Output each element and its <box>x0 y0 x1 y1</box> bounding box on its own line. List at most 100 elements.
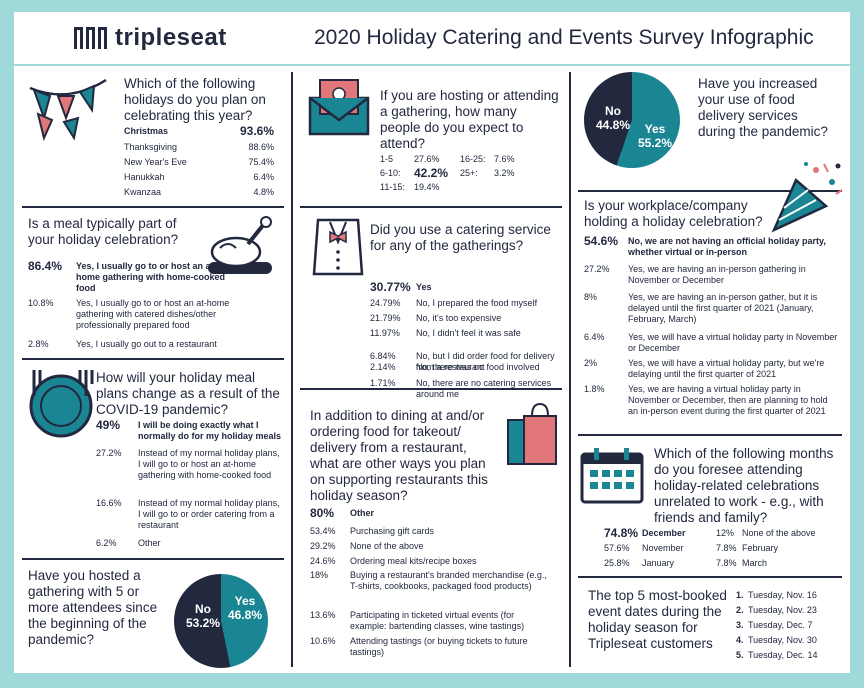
answer-percent: 16-25: <box>460 154 486 164</box>
answer-label: Yes, we will have a virtual holiday part… <box>628 332 838 353</box>
answer-percent: 29.2% <box>310 541 336 551</box>
q8-pie-chart <box>584 72 680 168</box>
section-divider <box>578 434 842 436</box>
invitation-envelope-icon <box>308 79 370 136</box>
brand-name: tripleseat <box>115 24 227 51</box>
q6-answer-row: 1.71% No, there are no catering services … <box>370 378 556 400</box>
answer-label: New Year's Eve <box>124 157 187 167</box>
answer-percent: 88.6% <box>248 142 274 152</box>
section-divider <box>22 206 284 208</box>
answer-label: January <box>642 558 675 568</box>
answer-label: 7.6% <box>494 154 515 164</box>
answer-percent: 80% <box>310 506 335 520</box>
answer-percent: 86.4% <box>28 259 63 273</box>
q1-question: Which of the following holidays do you p… <box>124 76 266 123</box>
bunting-icon <box>29 78 107 142</box>
answer-label: Participating in ticketed virtual events… <box>350 610 525 631</box>
answer-percent: 4. <box>736 635 744 645</box>
section-divider <box>300 388 562 390</box>
q4-question: Have you hosted a gathering with 5 or mo… <box>28 568 158 647</box>
q1-answer-row: Hanukkah 6.4% <box>124 172 274 183</box>
q9-answer-row: 8% Yes, we are having an in-person gather… <box>584 292 838 325</box>
q3-answer-row: 6.2% Other <box>96 538 283 549</box>
q6-answer-row: 6.84% No, but I did order food for delive… <box>370 351 556 373</box>
answer-label: Other <box>350 508 375 518</box>
answer-percent: 5. <box>736 650 744 660</box>
roast-turkey-icon <box>208 216 272 274</box>
q5-answer-row: 1-5 27.6% <box>380 154 474 165</box>
answer-label: Yes, we are having an in-person gatherin… <box>628 264 806 285</box>
q1-answer-row: New Year's Eve 75.4% <box>124 157 274 168</box>
q1-answer-row: Thanksgiving 88.6% <box>124 142 274 153</box>
answer-label: Tuesday, Dec. 7 <box>748 620 813 630</box>
answer-label: I will be doing exactly what I normally … <box>138 420 282 441</box>
q6-answer-row: 21.79% No, it's too expensive <box>370 313 556 324</box>
answer-label: Thanksgiving <box>124 142 178 152</box>
answer-label: None of the above <box>350 541 424 551</box>
answer-label: No, I prepared the food myself <box>416 298 538 308</box>
answer-percent: 6.4% <box>253 172 274 182</box>
q7-question: In addition to dining at and/or ordering… <box>310 408 488 503</box>
answer-percent: 24.79% <box>370 298 401 308</box>
answer-label: Yes, I usually go out to a restaurant <box>76 339 217 349</box>
answer-percent: 25.8% <box>604 558 630 568</box>
answer-label: Yes, we are having an in-person gather, … <box>628 292 818 324</box>
answer-percent: 6.2% <box>96 538 117 548</box>
answer-percent: 21.79% <box>370 313 401 323</box>
answer-label: No, but I did order food for delivery fr… <box>416 351 555 372</box>
answer-label: Tuesday, Dec. 14 <box>748 650 818 660</box>
q4-yes-label: Yes 46.8% <box>228 594 263 622</box>
section-divider <box>578 576 842 578</box>
answer-label: 3.2% <box>494 168 515 178</box>
answer-label: No, there was no food involved <box>416 362 540 372</box>
answer-percent: 93.6% <box>239 124 274 138</box>
infographic-panel: Which of the following holidays do you p… <box>14 66 850 673</box>
q4-no-label: No 53.2% <box>186 602 221 630</box>
q5-answer-row: 25+: 3.2% <box>460 168 554 179</box>
answer-label: Other <box>138 538 161 548</box>
q10-answer-row: 7.8% March <box>716 558 842 569</box>
tripleseat-logo-icon <box>74 27 107 49</box>
answer-label: No, it's too expensive <box>416 313 502 323</box>
q9-answer-row: 1.8% Yes, we are having a virtual holiday… <box>584 384 838 417</box>
answer-label: None of the above <box>742 528 816 538</box>
q5-question: If you are hosting or attending a gather… <box>380 88 559 151</box>
section-divider <box>22 358 284 360</box>
answer-label: Tuesday, Nov. 16 <box>748 590 817 600</box>
q6-answer-row: 11.97% No, I didn't feel it was safe <box>370 328 556 339</box>
q10-answer-row: 25.8% January <box>604 558 712 569</box>
answer-percent: 3. <box>736 620 744 630</box>
q3-answer-row: 49% I will be doing exactly what I normal… <box>96 419 283 442</box>
q11-answer-row: 4. Tuesday, Nov. 30 <box>736 635 848 646</box>
answer-label: March <box>742 558 768 568</box>
q7-answer-row: 24.6% Ordering meal kits/recipe boxes <box>310 556 550 567</box>
q3-answer-row: 16.6% Instead of my normal holiday plans,… <box>96 498 283 531</box>
answer-percent: 6-10: <box>380 168 401 178</box>
q7-answer-row: 18% Buying a restaurant's branded merchan… <box>310 570 550 592</box>
answer-percent: 7.8% <box>716 558 737 568</box>
q11-answer-row: 5. Tuesday, Dec. 14 <box>736 650 848 661</box>
q8-no-label: No 44.8% <box>596 104 631 132</box>
q3-question: How will your holiday meal plans change … <box>96 370 280 417</box>
answer-label: Attending tastings (or buying tickets to… <box>350 636 528 657</box>
page-title: 2020 Holiday Catering and Events Survey … <box>314 26 814 49</box>
answer-percent: 27.2% <box>584 264 610 274</box>
answer-percent: 4.8% <box>253 187 274 197</box>
q2-answer-row: 10.8% Yes, I usually go to or host an at-… <box>28 298 236 331</box>
answer-percent: 1.71% <box>370 378 396 388</box>
answer-label: Yes <box>416 282 432 292</box>
answer-label: Yes, I usually go to or host an at-home … <box>76 298 230 330</box>
q9-answer-row: 6.4% Yes, we will have a virtual holiday … <box>584 332 838 354</box>
q10-question: Which of the following months do you for… <box>654 446 834 525</box>
answer-percent: 10.8% <box>28 298 54 308</box>
calendar-icon <box>580 448 644 504</box>
q2-answer-row: 2.8% Yes, I usually go out to a restauran… <box>28 339 236 350</box>
section-divider <box>300 206 562 208</box>
answer-percent: 54.6% <box>584 234 619 248</box>
answer-percent: 27.2% <box>96 448 122 458</box>
q11-answer-row: 3. Tuesday, Dec. 7 <box>736 620 848 631</box>
answer-label: Purchasing gift cards <box>350 526 435 536</box>
answer-percent: 6.84% <box>370 351 396 361</box>
q7-answer-row: 13.6% Participating in ticketed virtual e… <box>310 610 550 632</box>
answer-label: December <box>642 528 686 538</box>
